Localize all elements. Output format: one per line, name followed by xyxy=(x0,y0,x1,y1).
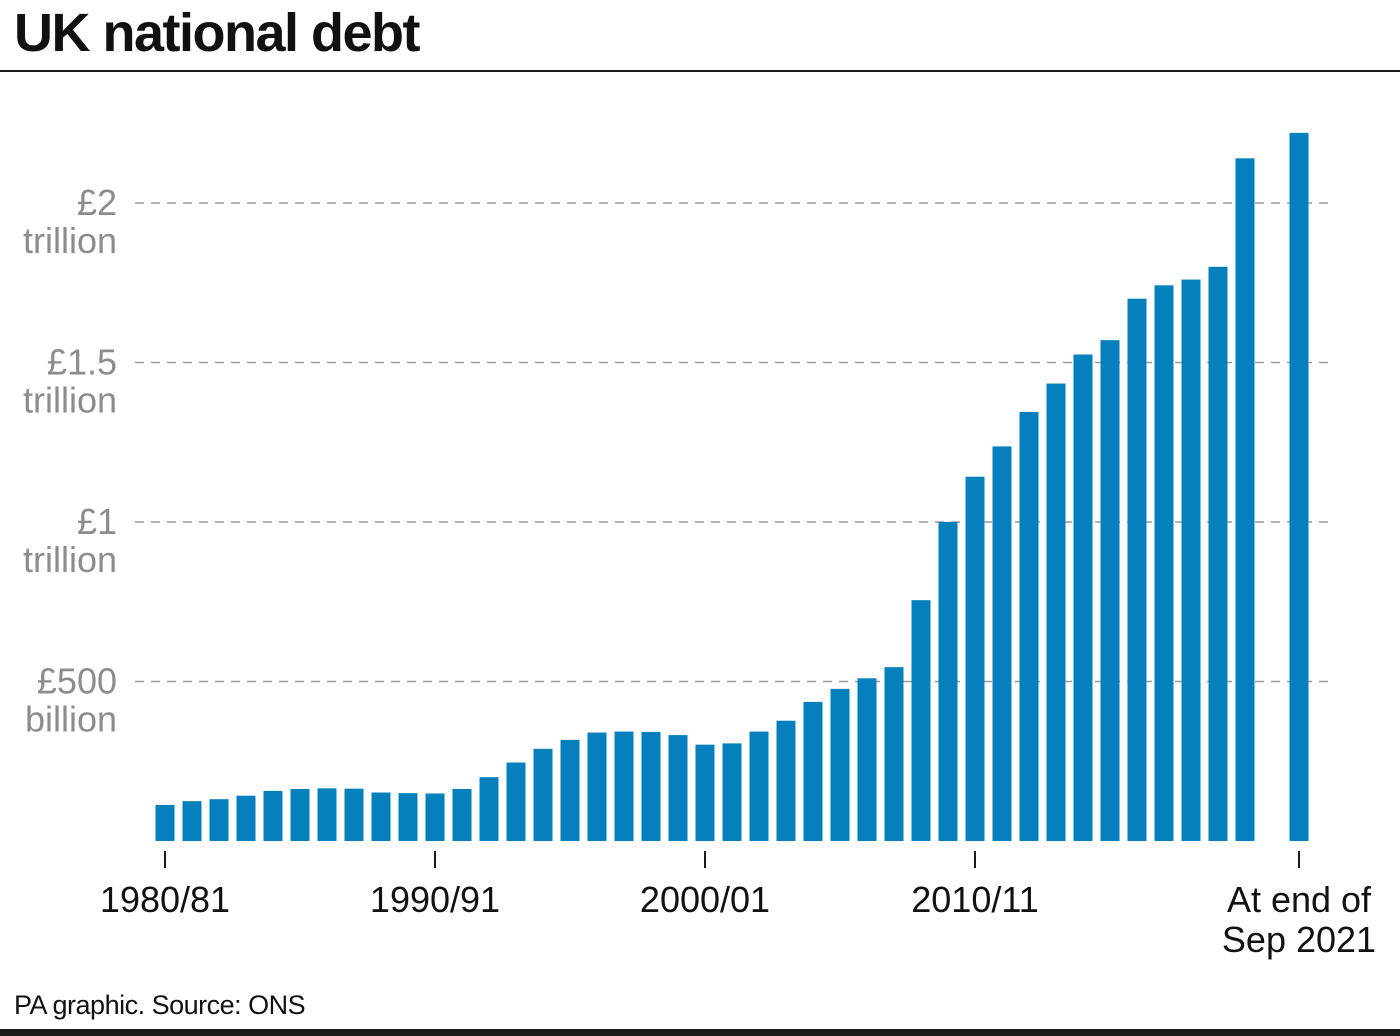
bar xyxy=(1181,279,1201,841)
bar xyxy=(1289,132,1309,841)
bar xyxy=(344,788,364,841)
x-tick-label: At end of Sep 2021 xyxy=(1222,879,1376,960)
bar xyxy=(803,701,823,841)
bar xyxy=(560,739,580,841)
title-divider xyxy=(0,70,1400,72)
bar xyxy=(1073,354,1093,841)
bar xyxy=(155,804,175,841)
y-tick-label-line: trillion xyxy=(23,220,117,261)
bar xyxy=(209,799,229,841)
bar xyxy=(587,732,607,841)
bar xyxy=(506,762,526,841)
x-tick-label-line: 1980/81 xyxy=(100,879,230,920)
y-tick-label-line: £1.5 xyxy=(47,342,117,383)
x-tick-label-line: Sep 2021 xyxy=(1222,919,1376,960)
y-tick-label-line: trillion xyxy=(23,539,117,580)
bar xyxy=(614,731,634,841)
bar xyxy=(965,476,985,841)
source-note: PA graphic. Source: ONS xyxy=(14,990,306,1020)
x-axis-ticks: 1980/81 1990/91 2000/01 2010/11 At end of Sep… xyxy=(100,851,1376,960)
x-tick-label-line: 2000/01 xyxy=(640,879,770,920)
bar xyxy=(911,600,931,841)
bar xyxy=(1154,285,1174,841)
bar xyxy=(830,688,850,841)
bar xyxy=(1235,158,1255,842)
bar xyxy=(263,790,283,841)
chart-title: UK national debt xyxy=(14,3,421,63)
y-tick-label-line: trillion xyxy=(23,380,117,421)
bar xyxy=(668,735,688,841)
x-tick-label-line: 2010/11 xyxy=(911,879,1038,920)
y-tick-label: £1 trillion xyxy=(23,501,117,580)
bar xyxy=(236,795,256,841)
x-tick-label: 2010/11 xyxy=(911,879,1038,920)
y-tick-label: £2 trillion xyxy=(23,182,117,261)
bar xyxy=(398,793,418,841)
bar xyxy=(1127,298,1147,841)
bar xyxy=(479,777,499,841)
bar xyxy=(1208,266,1228,841)
bar xyxy=(1046,383,1066,841)
x-tick-label-line: At end of xyxy=(1227,879,1372,920)
bars xyxy=(155,132,1309,842)
bar xyxy=(317,788,337,841)
bar xyxy=(749,731,769,841)
y-tick-label-line: billion xyxy=(25,699,117,740)
x-tick-label: 1990/91 xyxy=(370,879,500,920)
y-tick-label-line: £2 xyxy=(77,182,117,223)
bar xyxy=(452,789,472,841)
x-tick-label: 1980/81 xyxy=(100,879,230,920)
bottom-divider xyxy=(0,1029,1400,1036)
bar xyxy=(1019,411,1039,841)
bar xyxy=(1100,340,1120,841)
y-tick-label-line: £500 xyxy=(37,661,117,702)
bar xyxy=(857,678,877,841)
bar xyxy=(938,522,958,841)
bar xyxy=(182,801,202,841)
y-axis-labels: £500 billion£1 trillion£1.5 trillion£2 trill… xyxy=(23,182,117,740)
x-tick-label: 2000/01 xyxy=(640,879,770,920)
bar xyxy=(776,720,796,841)
bar xyxy=(992,446,1012,841)
bar xyxy=(425,793,445,841)
bar xyxy=(290,789,310,841)
bar xyxy=(884,667,904,841)
y-tick-label: £500 billion xyxy=(25,661,117,740)
bar xyxy=(371,792,391,841)
bar xyxy=(641,731,661,841)
bar xyxy=(533,748,553,841)
y-tick-label: £1.5 trillion xyxy=(23,342,117,421)
bar xyxy=(722,743,742,841)
y-tick-label-line: £1 xyxy=(77,501,117,542)
bar xyxy=(695,744,715,841)
x-tick-label-line: 1990/91 xyxy=(370,879,500,920)
